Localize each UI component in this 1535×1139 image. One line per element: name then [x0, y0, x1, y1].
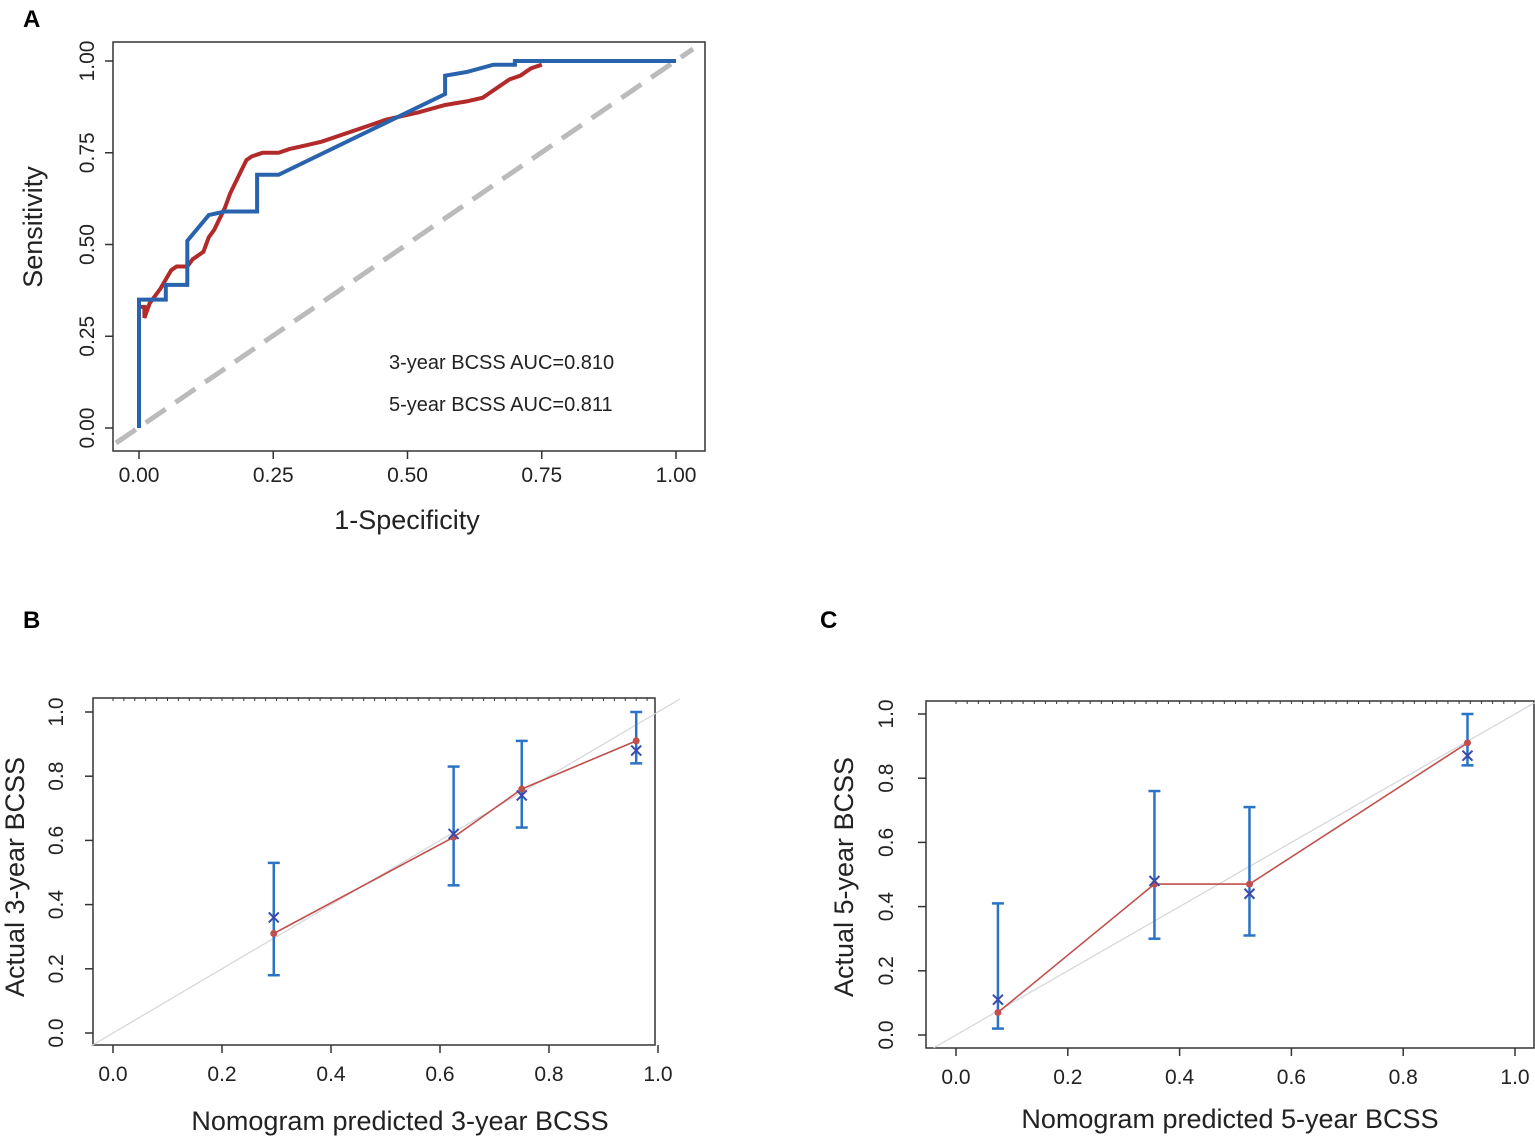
calibration-5-year-x-stroke	[992, 993, 1004, 1006]
calibration-3-year-x-axis-title: Nomogram predicted 3-year BCSS	[191, 1106, 608, 1136]
calibration-5-year-corrected-x-marker	[1243, 888, 1256, 900]
calibration-3-year-y-tick-label: 0.6	[45, 826, 68, 855]
calibration-3-year-observed-point	[632, 737, 640, 745]
calibration-5-year-y-tick-label: 1.0	[875, 699, 898, 728]
roc-x-tick-label: 0.75	[521, 464, 562, 487]
auc-annotation-5-year: 5-year BCSS AUC=0.811	[389, 394, 613, 416]
calibration-3-year-x-tick-label: 0.0	[98, 1063, 127, 1086]
calibration-3-year-panel: 0.0 0.2 0.4 0.6 0.8 1.0 0.0 0.2 0.4 0.6 0.8 1.0 Nom…	[0, 697, 681, 1136]
auc-annotation-3-year: 3-year BCSS AUC=0.810	[389, 352, 614, 374]
roc-x-axis-title: 1-Specificity	[334, 505, 480, 535]
calibration-3-year-x-stroke	[630, 744, 642, 757]
calibration-5-year-calibration-line	[997, 742, 1468, 1014]
calibration-5-year-y-tick-label: 0.2	[875, 956, 898, 985]
calibration-5-year-ideal-diagonal	[933, 701, 1535, 1049]
roc-y-axis-title: Sensitivity	[18, 166, 48, 288]
calibration-5-year-corrected-x-marker	[1461, 750, 1474, 762]
panel-letter-c: C	[820, 607, 837, 634]
panel-letter-b: B	[23, 607, 40, 634]
calibration-5-year-x-tick-label: 1.0	[1500, 1066, 1529, 1089]
calibration-5-year-x-tick-label: 0.6	[1277, 1066, 1306, 1089]
roc-panel: 0.00 0.25 0.50 0.75 1.00 0.00 0.25 0.50 0.75 1.00…	[18, 41, 706, 535]
calibration-3-year-y-tick-label: 0.2	[45, 954, 68, 983]
calibration-3-year-corrected-x-marker	[268, 911, 280, 924]
calibration-3-year-frame	[92, 697, 656, 1046]
calibration-5-year-x-stroke	[1243, 888, 1256, 900]
calibration-3-year-corrected-x-marker	[516, 789, 528, 802]
calibration-3-year-x-tick-label: 1.0	[643, 1063, 672, 1086]
roc-plot-frame	[112, 41, 706, 452]
calibration-3-year-observed-point	[518, 785, 526, 793]
roc-y-tick-label: 0.00	[76, 408, 99, 449]
calibration-3-year-y-tick-label: 0.0	[45, 1018, 68, 1047]
roc-curve-5-year	[137, 59, 676, 428]
calibration-3-year-ideal-diagonal	[90, 698, 681, 1047]
roc-curve-3-year	[137, 62, 543, 428]
calibration-3-year-calibration-line	[273, 740, 637, 935]
calibration-3-year-x-stroke	[447, 828, 460, 840]
calibration-3-year-x-stroke	[268, 911, 280, 924]
roc-x-tick-label: 0.25	[253, 464, 294, 487]
calibration-5-year-corrected-x-marker	[992, 993, 1004, 1006]
calibration-3-year-y-axis-title: Actual 3-year BCSS	[0, 757, 30, 997]
calibration-5-year-panel: 0.0 0.2 0.4 0.6 0.8 1.0 0.0 0.2 0.4 0.6 0.8 1.0 Nom…	[829, 699, 1535, 1134]
roc-y-tick-label: 0.75	[76, 132, 99, 173]
roc-diagonal-reference	[114, 46, 695, 446]
calibration-5-year-x-tick-label: 0.0	[941, 1066, 970, 1089]
calibration-5-year-x-tick-label: 0.4	[1165, 1066, 1195, 1089]
calibration-5-year-observed-point	[1245, 880, 1253, 888]
calibration-5-year-y-axis-title: Actual 5-year BCSS	[829, 757, 859, 997]
calibration-5-year-x-stroke	[1461, 750, 1474, 762]
calibration-3-year-y-tick-label: 0.4	[45, 890, 68, 920]
calibration-3-year-corrected-x-marker	[447, 828, 460, 840]
calibration-5-year-x-axis-title: Nomogram predicted 5-year BCSS	[1021, 1104, 1438, 1134]
roc-y-tick-label: 0.50	[76, 224, 99, 265]
calibration-5-year-frame	[925, 700, 1535, 1049]
calibration-3-year-y-tick-label: 0.8	[45, 762, 68, 791]
calibration-3-year-observed-point	[270, 929, 278, 937]
roc-x-tick-label: 1.00	[656, 464, 697, 487]
calibration-3-year-x-tick-label: 0.4	[316, 1063, 346, 1086]
calibration-5-year-observed-point	[994, 1009, 1002, 1017]
roc-x-tick-label: 0.00	[119, 464, 160, 487]
roc-y-tick-label: 0.25	[76, 316, 99, 357]
roc-x-tick-label: 0.50	[387, 464, 428, 487]
calibration-5-year-y-tick-label: 0.8	[875, 764, 898, 793]
calibration-3-year-y-tick-label: 1.0	[45, 697, 68, 726]
calibration-3-year-x-tick-label: 0.2	[207, 1063, 236, 1086]
calibration-3-year-x-stroke	[516, 789, 528, 802]
calibration-3-year-x-tick-label: 0.8	[534, 1063, 563, 1086]
calibration-5-year-y-tick-label: 0.4	[875, 892, 898, 922]
calibration-5-year-y-tick-label: 0.0	[875, 1020, 898, 1049]
calibration-5-year-x-stroke	[1148, 875, 1161, 887]
calibration-5-year-y-tick-label: 0.6	[875, 828, 898, 857]
calibration-5-year-x-tick-label: 0.8	[1389, 1066, 1418, 1089]
calibration-5-year-corrected-x-marker	[1148, 875, 1161, 887]
roc-y-tick-label: 1.00	[76, 41, 99, 82]
calibration-5-year-observed-point	[1463, 739, 1471, 747]
calibration-3-year-corrected-x-marker	[630, 744, 642, 757]
panel-letter-a: A	[23, 6, 40, 33]
calibration-3-year-x-tick-label: 0.6	[425, 1063, 454, 1086]
calibration-5-year-x-tick-label: 0.2	[1053, 1066, 1082, 1089]
